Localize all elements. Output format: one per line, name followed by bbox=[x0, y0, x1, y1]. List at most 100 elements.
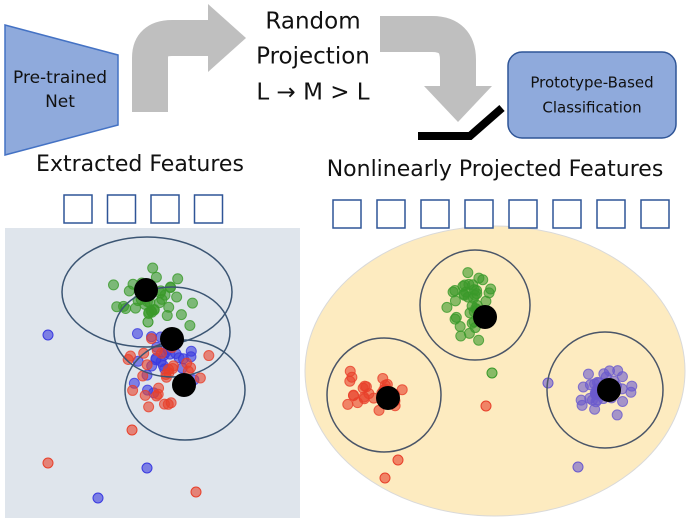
net-label: Net bbox=[45, 92, 75, 112]
point bbox=[572, 461, 584, 473]
cluster-boundary bbox=[419, 249, 531, 361]
point bbox=[463, 327, 475, 339]
classifier-box bbox=[507, 51, 677, 139]
point bbox=[148, 304, 160, 316]
point bbox=[344, 375, 356, 387]
square bbox=[508, 199, 538, 229]
point bbox=[161, 310, 173, 322]
cluster-boundary bbox=[61, 236, 233, 348]
point bbox=[142, 316, 154, 328]
point bbox=[469, 289, 481, 301]
net-label: Pre-trained bbox=[13, 68, 107, 88]
square bbox=[420, 199, 450, 229]
point bbox=[392, 454, 404, 466]
point bbox=[141, 462, 153, 474]
square bbox=[332, 199, 362, 229]
square bbox=[193, 194, 224, 224]
point bbox=[92, 492, 104, 504]
point bbox=[162, 398, 174, 410]
point bbox=[450, 311, 462, 323]
square bbox=[640, 199, 670, 229]
point bbox=[139, 389, 151, 401]
panel-title: Nonlinearly Projected Features bbox=[327, 157, 664, 182]
square bbox=[63, 194, 93, 224]
cluster-boundary bbox=[113, 286, 231, 378]
point bbox=[485, 283, 497, 295]
cluster-boundary bbox=[124, 339, 246, 441]
square bbox=[464, 199, 494, 229]
point bbox=[146, 333, 158, 345]
point bbox=[185, 362, 197, 374]
point bbox=[454, 321, 466, 333]
cluster-boundary bbox=[546, 331, 664, 449]
point bbox=[185, 345, 197, 357]
square bbox=[596, 199, 626, 229]
square bbox=[552, 199, 582, 229]
square bbox=[106, 194, 137, 224]
point bbox=[147, 262, 159, 274]
projection-label: L → M > L bbox=[256, 80, 369, 106]
point bbox=[612, 365, 624, 377]
feature-squares bbox=[63, 194, 670, 229]
point bbox=[344, 365, 356, 377]
point bbox=[625, 386, 637, 398]
square bbox=[376, 199, 406, 229]
point bbox=[108, 279, 120, 291]
point bbox=[441, 301, 453, 313]
point bbox=[617, 395, 629, 407]
prototype bbox=[134, 278, 158, 302]
arrow-body bbox=[380, 16, 476, 90]
point bbox=[131, 328, 143, 340]
square bbox=[150, 194, 180, 224]
point bbox=[203, 350, 215, 362]
point bbox=[124, 350, 136, 362]
point bbox=[447, 286, 459, 298]
point bbox=[611, 409, 623, 421]
point bbox=[486, 367, 498, 379]
prototype bbox=[160, 327, 184, 351]
point bbox=[150, 271, 162, 283]
clusters bbox=[61, 236, 664, 453]
point bbox=[473, 334, 485, 346]
point bbox=[347, 390, 359, 402]
point bbox=[576, 399, 588, 411]
point bbox=[143, 401, 155, 413]
point bbox=[172, 273, 184, 285]
point bbox=[184, 319, 196, 331]
classifier-label: Prototype-Based bbox=[530, 74, 653, 92]
point bbox=[126, 424, 138, 436]
point bbox=[194, 372, 206, 384]
cluster-boundary bbox=[326, 337, 442, 453]
point bbox=[123, 285, 135, 297]
point bbox=[577, 381, 589, 393]
point bbox=[127, 384, 139, 396]
point bbox=[42, 457, 54, 469]
arrow-head bbox=[424, 86, 492, 122]
point bbox=[480, 400, 492, 412]
point bbox=[582, 368, 594, 380]
projection-label: Random bbox=[265, 9, 360, 35]
point bbox=[190, 486, 202, 498]
point bbox=[42, 329, 54, 341]
point bbox=[458, 288, 470, 300]
point bbox=[477, 274, 489, 286]
point bbox=[153, 382, 165, 394]
classifier-label: Classification bbox=[542, 99, 641, 117]
prototype bbox=[172, 373, 196, 397]
prototype bbox=[473, 305, 497, 329]
point bbox=[141, 359, 153, 371]
arrow-body bbox=[132, 19, 212, 112]
point bbox=[186, 297, 198, 309]
point bbox=[167, 360, 179, 372]
projection-label: Projection bbox=[256, 44, 370, 70]
point bbox=[130, 302, 142, 314]
arrow-head bbox=[208, 4, 246, 72]
point bbox=[379, 472, 391, 484]
prototype bbox=[376, 386, 400, 410]
bracket bbox=[418, 104, 505, 140]
prototype bbox=[597, 378, 621, 402]
point bbox=[462, 267, 474, 279]
point bbox=[342, 398, 354, 410]
point bbox=[363, 388, 375, 400]
